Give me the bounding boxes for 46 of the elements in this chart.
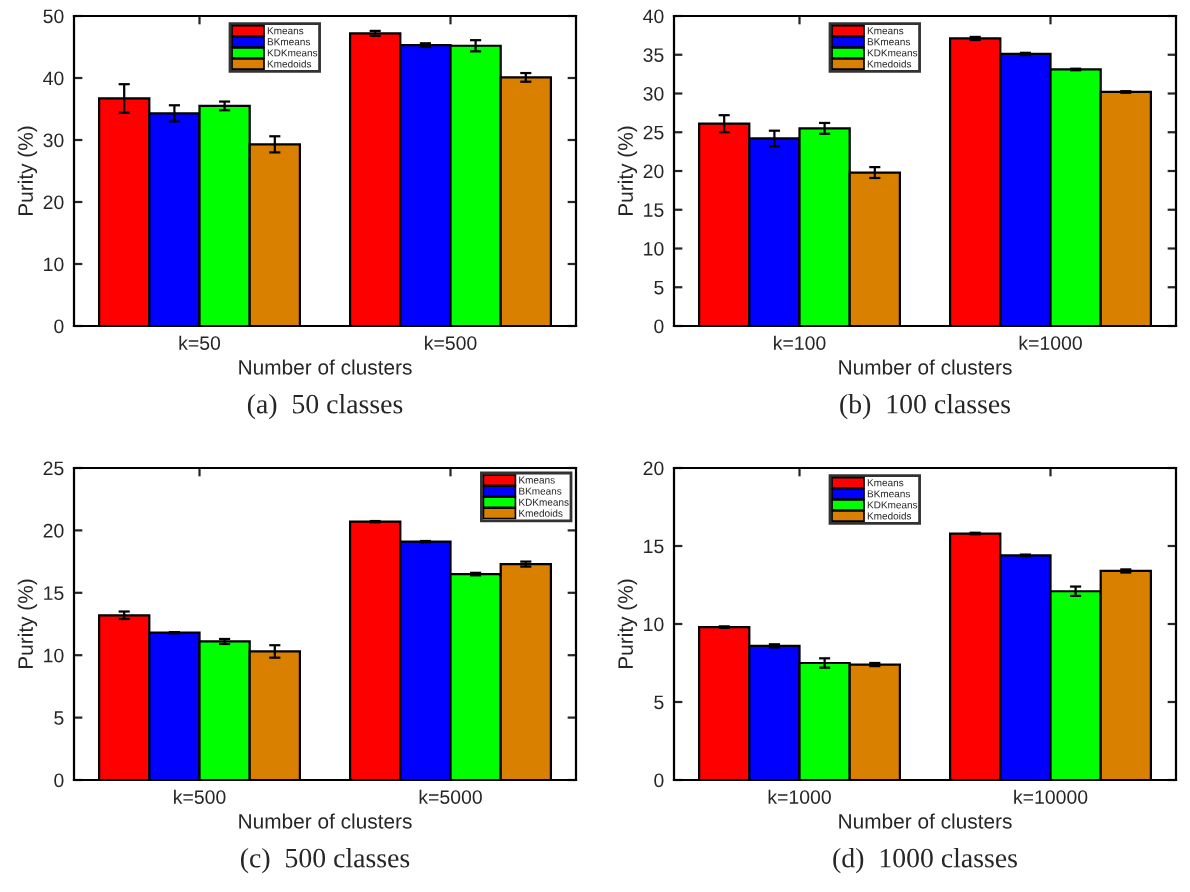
y-axis-title: Purity (%) <box>617 579 638 669</box>
y-tick-label: 25 <box>43 461 64 476</box>
y-tick-label: 30 <box>43 133 64 148</box>
y-tick-label: 40 <box>43 71 64 86</box>
y-tick-label: 10 <box>44 648 64 663</box>
y-tick-label: 10 <box>644 617 664 632</box>
y-tick-label: 5 <box>654 280 664 295</box>
y-tick-label: 20 <box>43 195 64 210</box>
y-axis-title: Purity (%) <box>17 126 38 216</box>
x-tick-label: k=100 <box>774 335 826 350</box>
y-tick-label: 15 <box>644 203 664 217</box>
y-tick-label: 35 <box>643 48 664 62</box>
text: (c) 500 classes <box>240 847 410 874</box>
x-axis-title: Number of clusters <box>239 359 412 375</box>
y-tick-label: 40 <box>643 9 664 24</box>
x-tick-label: k=500 <box>425 335 477 350</box>
x-tick-label: k=500 <box>174 789 226 804</box>
x-axis-title: Number of clusters <box>839 813 1012 829</box>
y-tick-label: 50 <box>43 9 64 24</box>
x-tick-label: k=1000 <box>1019 335 1082 350</box>
x-axis-title: Number of clusters <box>839 359 1012 375</box>
x-tick-label: k=5000 <box>419 789 482 804</box>
y-tick-label: 5 <box>654 695 664 710</box>
y-tick-label: 20 <box>643 461 664 476</box>
y-axis-title: Purity (%) <box>17 579 38 669</box>
y-tick-label: 20 <box>643 164 664 179</box>
x-tick-label: k=1000 <box>768 789 831 804</box>
y-tick-label: 5 <box>54 711 64 725</box>
x-tick-label: k=10000 <box>1014 789 1088 804</box>
y-tick-label: 20 <box>43 523 64 538</box>
y-tick-label: 10 <box>44 257 64 272</box>
text: (d) 1000 classes <box>833 847 1017 874</box>
y-axis-title: Purity (%) <box>617 126 638 216</box>
y-tick-label: 15 <box>644 539 664 554</box>
y-tick-label: 0 <box>54 773 64 788</box>
y-tick-label: 15 <box>44 586 64 601</box>
y-tick-label: 0 <box>654 773 664 788</box>
y-tick-label: 10 <box>644 241 664 256</box>
y-tick-label: 0 <box>54 319 64 334</box>
text: (a) 50 classes <box>247 393 403 420</box>
x-tick-label: k=50 <box>179 335 221 350</box>
text: (b) 100 classes <box>840 393 1010 420</box>
x-axis-title: Number of clusters <box>239 813 412 829</box>
y-tick-label: 0 <box>654 319 664 334</box>
y-tick-label: 30 <box>643 86 664 101</box>
y-tick-label: 25 <box>643 125 664 140</box>
